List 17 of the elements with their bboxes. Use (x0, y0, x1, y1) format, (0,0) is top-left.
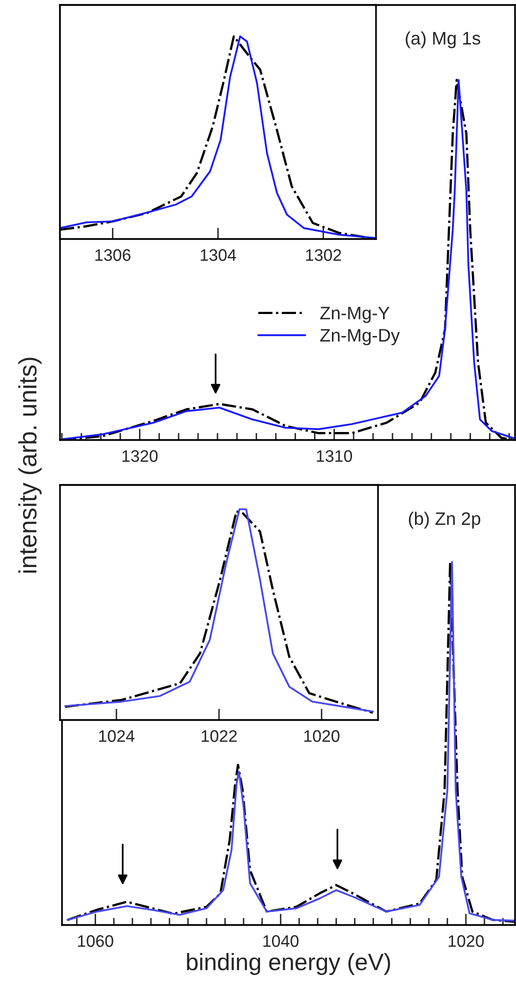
x-tick-label: 1040 (263, 935, 299, 947)
x-tick-label: 1020 (448, 935, 484, 947)
x-tick-label: 1320 (122, 450, 158, 462)
y-axis-title: intensity (arb. units) (18, 358, 42, 573)
x-axis-title: binding energy (eV) (187, 953, 390, 976)
x-tick-label: 1302 (306, 249, 342, 261)
x-tick-label: 1304 (200, 249, 236, 261)
x-tick-label: 1306 (95, 249, 130, 261)
x-tick-label: 1060 (78, 935, 114, 947)
chart-title: (b) Zn 2p (408, 512, 480, 529)
x-tick-label: 1020 (304, 730, 340, 742)
x-tick-label: 1022 (202, 730, 237, 742)
legend-label: Zn-Mg-Y (320, 306, 390, 324)
chart-title: (a) Mg 1s (406, 31, 480, 48)
x-tick-label: 1024 (99, 730, 134, 742)
legend-label: Zn-Mg-Dy (320, 329, 400, 346)
x-tick-label: 1310 (316, 450, 352, 462)
